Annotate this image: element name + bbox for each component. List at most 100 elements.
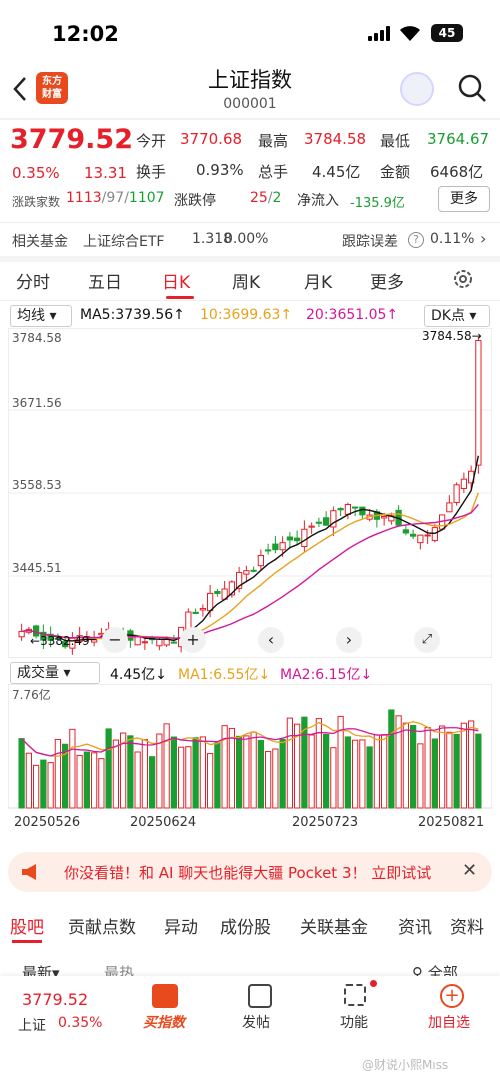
volume-bar: [265, 751, 272, 809]
candle: [47, 626, 54, 648]
tab-monthly-k[interactable]: 月K: [304, 273, 333, 293]
fullscreen-icon[interactable]: ⤢: [414, 627, 440, 653]
candle: [402, 525, 409, 536]
volume-bar: [236, 735, 243, 809]
chevron-right-icon[interactable]: ›: [480, 229, 487, 248]
bottom-bar: [0, 976, 500, 1082]
tab-constituents[interactable]: 成份股: [220, 918, 271, 938]
close-icon[interactable]: ✕: [462, 860, 478, 881]
date-label: 20250526: [14, 815, 81, 830]
candle: [468, 465, 475, 491]
tab-more[interactable]: 更多: [370, 273, 404, 293]
volume-bar: [257, 740, 264, 809]
volume-bar: [141, 739, 148, 809]
ma-line: [21, 503, 479, 640]
zoom-in-button[interactable]: +: [180, 627, 206, 653]
date-label: 20250723: [292, 815, 359, 830]
bottom-pct: 0.35%: [58, 1015, 103, 1031]
more-button[interactable]: 更多: [438, 186, 490, 212]
scroll-left-button[interactable]: ‹: [258, 627, 284, 653]
tab-profile[interactable]: 资料: [450, 918, 484, 938]
low-marker: ←3382.49: [30, 634, 90, 648]
ma-line: [21, 455, 480, 642]
function-button[interactable]: 功能: [340, 1015, 368, 1031]
volume-bar: [156, 733, 163, 809]
volume-bar: [170, 736, 177, 809]
candle: [344, 502, 351, 520]
bottom-price: 3779.52: [22, 990, 89, 1009]
volume-bar: [410, 724, 417, 809]
tab-movement[interactable]: 异动: [164, 918, 198, 938]
candlestick-chart[interactable]: [8, 328, 492, 658]
help-icon[interactable]: ?: [408, 232, 424, 248]
change-percent: 0.35%: [12, 164, 60, 182]
volume-label: 总手: [258, 163, 289, 181]
candle: [199, 604, 206, 617]
volume-axis-max: 7.76亿: [12, 688, 51, 702]
candle: [330, 506, 337, 537]
dk-point-select[interactable]: DK点 ▾: [424, 305, 490, 327]
candle: [40, 624, 47, 649]
bottom-name: 上证: [18, 1018, 46, 1034]
tab-news[interactable]: 资讯: [398, 918, 432, 938]
settings-icon[interactable]: [452, 268, 474, 290]
volume-bar: [402, 722, 409, 809]
tracking-error-label: 跟踪误差: [342, 234, 398, 250]
volume-indicator-select[interactable]: 成交量 ▾: [10, 662, 100, 684]
app-logo: 东方 财富: [36, 72, 68, 104]
date-label: 20250624: [130, 815, 197, 830]
tab-weekly-k[interactable]: 周K: [232, 273, 261, 293]
buy-index-button[interactable]: 买指数: [143, 1015, 185, 1031]
volume-bar: [344, 736, 351, 809]
date-label: 20250821: [418, 815, 485, 830]
high-label: 最高: [258, 132, 289, 150]
high-value: 3784.58: [304, 130, 367, 148]
volume-bar: [149, 756, 156, 809]
scroll-right-button[interactable]: ›: [336, 627, 362, 653]
function-icon[interactable]: [344, 984, 366, 1006]
post-button[interactable]: 发帖: [242, 1015, 270, 1031]
signal-icon: [368, 26, 392, 41]
volume-bar: [308, 734, 315, 809]
stock-code: 000001: [223, 96, 277, 112]
tab-five-day[interactable]: 五日: [88, 273, 122, 293]
search-icon[interactable]: [456, 72, 488, 104]
volume-bar: [337, 715, 344, 809]
volume-bar: [105, 728, 112, 809]
volume-bar: [446, 731, 453, 809]
back-icon[interactable]: [12, 76, 28, 102]
volume-value: 4.45亿↓: [110, 667, 167, 683]
candle: [228, 580, 235, 598]
volume-bar: [272, 748, 279, 809]
y-axis-4: 3445.51: [12, 561, 62, 575]
tab-forum[interactable]: 股吧: [10, 918, 44, 938]
ma5-value: MA5:3739.56↑: [80, 307, 185, 323]
edit-icon[interactable]: [248, 984, 272, 1008]
tab-daily-k[interactable]: 日K: [162, 273, 191, 293]
filter-icon: ⚲: [412, 964, 423, 982]
zoom-out-button[interactable]: −: [102, 627, 128, 653]
promo-text[interactable]: 你没看错！和 AI 聊天也能得大疆 Pocket 3！ 立即试试: [64, 864, 432, 882]
candle: [395, 505, 402, 526]
candle: [446, 495, 453, 513]
inflow-value: -135.9亿: [350, 196, 405, 211]
candle: [453, 482, 460, 506]
volume-ma-line: [21, 721, 479, 757]
buy-index-icon[interactable]: [152, 984, 178, 1008]
volume-bar: [475, 733, 482, 809]
candle: [18, 623, 25, 641]
tab-intraday[interactable]: 分时: [16, 273, 50, 293]
add-watchlist-button[interactable]: 加自选: [428, 1015, 470, 1031]
ai-assistant-icon[interactable]: [400, 72, 434, 106]
candle: [265, 543, 272, 555]
fund-name[interactable]: 上证综合ETF: [83, 234, 165, 250]
volume-bar: [359, 739, 366, 809]
promo-banner[interactable]: [8, 852, 492, 892]
volume-chart[interactable]: [8, 684, 492, 812]
indicator-select[interactable]: 均线 ▾: [10, 305, 72, 327]
volume-bar: [199, 736, 206, 809]
tab-related-funds[interactable]: 关联基金: [300, 918, 368, 938]
volume-bar: [388, 709, 395, 809]
add-icon[interactable]: +: [440, 984, 464, 1008]
tab-contribution[interactable]: 贡献点数: [68, 918, 136, 938]
